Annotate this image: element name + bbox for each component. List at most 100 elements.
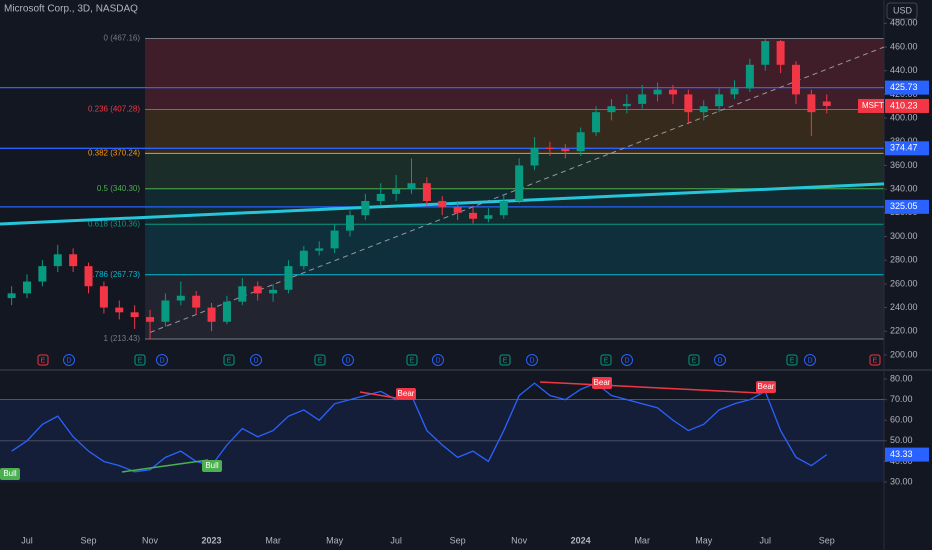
candle-body (592, 112, 601, 133)
candle-body (730, 88, 739, 95)
level-badge-bg (885, 141, 929, 156)
candle-body (284, 266, 293, 290)
candle-body (668, 89, 677, 95)
level-badge-bg (885, 199, 929, 214)
y2-tick-label: 70.00 (890, 394, 913, 404)
divergence-tag: Bear (758, 382, 775, 391)
event-earnings (37, 354, 49, 366)
candle-body (238, 286, 247, 302)
candle-body (376, 193, 385, 201)
candle-body (822, 101, 831, 106)
y-tick-label: 260.00 (890, 278, 918, 288)
candle-body (715, 94, 724, 107)
candle-body (222, 301, 231, 322)
candle-body (622, 103, 631, 107)
candle-body (392, 189, 401, 194)
x-tick-label: Jul (21, 535, 33, 545)
event-dividend (714, 354, 726, 366)
fib-zone (145, 224, 884, 275)
candle-body (115, 307, 124, 313)
y-tick-label: 360.00 (890, 160, 918, 170)
divergence-line (359, 391, 397, 399)
candle-body (207, 307, 216, 322)
event-label: E (227, 357, 232, 364)
symbol-tag: MSFT (862, 101, 884, 110)
candle-body (653, 89, 662, 95)
event-earnings (499, 354, 511, 366)
event-dividend (526, 354, 538, 366)
fib-label: 0.382 (370.24) (88, 148, 140, 157)
x-tick-label: Sep (81, 535, 97, 545)
fib-label: 1 (213.43) (104, 334, 141, 343)
y-tick-label: 220.00 (890, 326, 918, 336)
y-tick-label: 200.00 (890, 349, 918, 359)
candle-body (499, 200, 508, 216)
x-tick-label: May (695, 535, 713, 545)
event-label: E (873, 357, 878, 364)
candle-body (192, 295, 201, 308)
y-tick-label: 240.00 (890, 302, 918, 312)
candle-body (269, 289, 278, 294)
event-dividend (432, 354, 444, 366)
rsi-badge-bg (885, 447, 929, 462)
divergence-tag: Bull (3, 469, 17, 478)
candle-body (545, 147, 554, 149)
event-label: D (159, 357, 164, 364)
event-earnings (406, 354, 418, 366)
fib-zone (145, 153, 884, 189)
candle-body (776, 41, 785, 65)
event-label: E (604, 357, 609, 364)
candle-body (23, 281, 31, 294)
candle-body (330, 230, 339, 249)
candle-body (299, 250, 308, 267)
event-earnings (223, 354, 235, 366)
candle-body (438, 200, 447, 207)
event-earnings (688, 354, 700, 366)
x-tick-label: Sep (819, 535, 835, 545)
divergence-tag: Bull (205, 461, 219, 470)
divergence-tag-bg (396, 388, 416, 400)
rsi-line (11, 382, 828, 473)
fib-label: 0.236 (407.28) (88, 105, 140, 114)
y-tick-label: 480.00 (890, 18, 918, 28)
event-label: E (790, 357, 795, 364)
level-badge: 325.05 (890, 201, 918, 211)
event-label: D (345, 357, 350, 364)
divergence-tag-bg (592, 377, 612, 389)
divergence-line (121, 459, 209, 473)
fib-label: 0.5 (340.30) (97, 184, 140, 193)
symbol-tag-bg (858, 98, 884, 113)
x-tick-label: Jul (759, 535, 771, 545)
currency-button[interactable] (886, 2, 918, 20)
x-tick-label: Nov (142, 535, 159, 545)
divergence-tag-bg (202, 460, 222, 472)
y-tick-label: 440.00 (890, 65, 918, 75)
y-tick-label: 380.00 (890, 136, 918, 146)
divergence-tag-bg (756, 381, 776, 393)
event-label: D (435, 357, 440, 364)
event-label: E (692, 357, 697, 364)
event-dividend (250, 354, 262, 366)
event-label: E (503, 357, 508, 364)
candle-body (407, 183, 416, 190)
candle-body (469, 212, 478, 219)
y-tick-label: 340.00 (890, 184, 918, 194)
candle-body (699, 106, 708, 113)
fib-zone (145, 274, 884, 340)
currency[interactable]: USD (893, 5, 913, 15)
fib-zone (145, 109, 884, 154)
candle-body (576, 132, 585, 152)
x-tick-label: Nov (511, 535, 528, 545)
candle-body (761, 41, 770, 65)
chart-title: Microsoft Corp., 3D, NASDAQ (4, 4, 138, 15)
event-label: E (410, 357, 415, 364)
event-earnings (786, 354, 798, 366)
fib-label: 0.786 (267.73) (88, 270, 140, 279)
event-dividend (621, 354, 633, 366)
event-label: D (529, 357, 534, 364)
candle-body (484, 215, 493, 219)
y-tick-label: 280.00 (890, 255, 918, 265)
y-tick-label: 460.00 (890, 41, 918, 51)
